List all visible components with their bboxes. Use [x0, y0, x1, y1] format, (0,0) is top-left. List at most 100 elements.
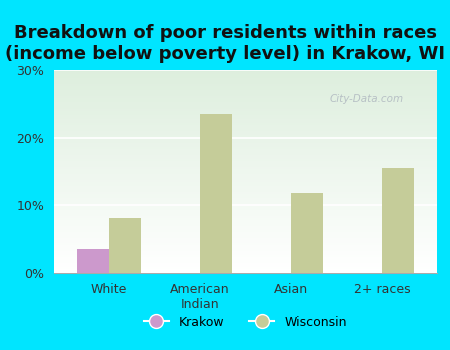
- Bar: [54, 180, 436, 182]
- Bar: [54, 226, 436, 228]
- Bar: [54, 127, 436, 129]
- Bar: [54, 155, 436, 157]
- Bar: [54, 230, 436, 232]
- Bar: [54, 248, 436, 251]
- Bar: [54, 228, 436, 230]
- Bar: [54, 133, 436, 135]
- Bar: [54, 121, 436, 123]
- Bar: [54, 137, 436, 139]
- Bar: [54, 76, 436, 78]
- Bar: [54, 106, 436, 108]
- Bar: [54, 220, 436, 222]
- Bar: [54, 218, 436, 220]
- Bar: [54, 117, 436, 119]
- Bar: [54, 115, 436, 117]
- Bar: [54, 214, 436, 216]
- Bar: [54, 265, 436, 267]
- Bar: [54, 82, 436, 84]
- Bar: [54, 234, 436, 237]
- Bar: [54, 177, 436, 180]
- Bar: [54, 267, 436, 269]
- Bar: [54, 88, 436, 90]
- Bar: [54, 212, 436, 214]
- Bar: [54, 80, 436, 82]
- Bar: [54, 271, 436, 273]
- Bar: [54, 96, 436, 98]
- Bar: [54, 206, 436, 208]
- Bar: [54, 269, 436, 271]
- Bar: [54, 84, 436, 86]
- Legend: Krakow, Wisconsin: Krakow, Wisconsin: [139, 311, 352, 334]
- Text: City-Data.com: City-Data.com: [329, 94, 404, 104]
- Bar: [54, 190, 436, 192]
- Bar: [54, 125, 436, 127]
- Bar: [54, 167, 436, 169]
- Bar: [54, 169, 436, 172]
- Bar: [54, 232, 436, 234]
- Bar: [54, 238, 436, 240]
- Bar: [54, 240, 436, 243]
- Bar: [77, 249, 108, 273]
- Bar: [54, 86, 436, 88]
- Bar: [54, 208, 436, 210]
- Bar: [54, 222, 436, 224]
- Text: Breakdown of poor residents within races
(income below poverty level) in Krakow,: Breakdown of poor residents within races…: [5, 25, 445, 63]
- Bar: [108, 217, 140, 273]
- Bar: [54, 141, 436, 143]
- Bar: [54, 151, 436, 153]
- Bar: [54, 159, 436, 161]
- Bar: [54, 243, 436, 245]
- Bar: [54, 78, 436, 80]
- Bar: [54, 123, 436, 125]
- Bar: [54, 237, 436, 238]
- Bar: [54, 188, 436, 190]
- Bar: [54, 163, 436, 166]
- Bar: [54, 157, 436, 159]
- Bar: [54, 161, 436, 163]
- Bar: [54, 98, 436, 100]
- Bar: [54, 105, 436, 106]
- Bar: [54, 174, 436, 176]
- Bar: [54, 198, 436, 200]
- Bar: [54, 70, 436, 72]
- Bar: [54, 166, 436, 167]
- Bar: [54, 200, 436, 202]
- Bar: [54, 245, 436, 247]
- Bar: [54, 113, 436, 115]
- Bar: [54, 100, 436, 103]
- Bar: [54, 90, 436, 92]
- Bar: [54, 184, 436, 186]
- Bar: [54, 186, 436, 188]
- Bar: [54, 261, 436, 263]
- Bar: [54, 204, 436, 206]
- Bar: [54, 135, 436, 137]
- Bar: [54, 257, 436, 259]
- Bar: [54, 192, 436, 194]
- Bar: [54, 72, 436, 74]
- Bar: [54, 145, 436, 147]
- Bar: [54, 92, 436, 95]
- Bar: [54, 119, 436, 121]
- Bar: [54, 139, 436, 141]
- Bar: [54, 172, 436, 174]
- Bar: [54, 259, 436, 261]
- Bar: [54, 94, 436, 96]
- Bar: [54, 255, 436, 257]
- Bar: [54, 153, 436, 155]
- Bar: [54, 202, 436, 204]
- Bar: [54, 111, 436, 113]
- Bar: [54, 210, 436, 212]
- Bar: [54, 74, 436, 76]
- Bar: [54, 224, 436, 226]
- Bar: [54, 247, 436, 248]
- Bar: [54, 147, 436, 149]
- Bar: [54, 176, 436, 177]
- Bar: [54, 253, 436, 255]
- Bar: [54, 182, 436, 184]
- Bar: [54, 143, 436, 145]
- Bar: [54, 149, 436, 151]
- Bar: [54, 194, 436, 196]
- Bar: [54, 103, 436, 105]
- Bar: [200, 114, 232, 273]
- Bar: [54, 196, 436, 198]
